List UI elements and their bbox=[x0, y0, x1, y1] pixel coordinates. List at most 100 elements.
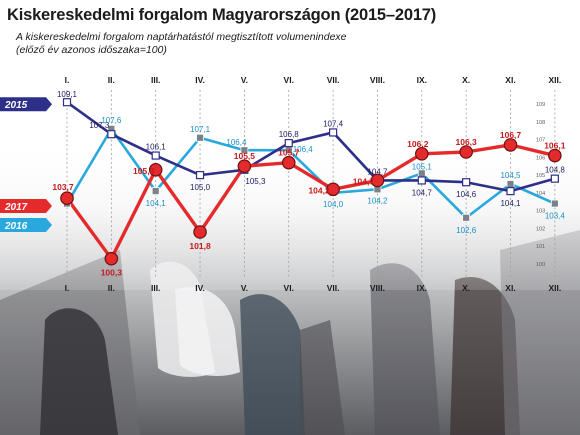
marker-2017 bbox=[281, 155, 296, 170]
series-line-2015 bbox=[66, 101, 556, 193]
data-label-2016: 107,6 bbox=[101, 116, 122, 125]
y-tick-label: 109 bbox=[536, 102, 545, 108]
data-label-2016: 104,2 bbox=[367, 196, 388, 205]
legend-item-2016: 2016 bbox=[0, 218, 52, 232]
data-label-2017: 105,7 bbox=[278, 148, 300, 158]
data-label-2016: 104,5 bbox=[500, 171, 521, 180]
x-tick-label-bottom: II. bbox=[108, 283, 115, 293]
legend-item-2017: 2017 bbox=[0, 199, 52, 213]
subtitle-line-1: A kiskereskedelmi forgalom naptárhatástó… bbox=[16, 31, 347, 43]
series-markers bbox=[60, 98, 562, 266]
series-lines bbox=[65, 101, 556, 261]
x-tick-label-top: V. bbox=[241, 75, 248, 85]
data-label-2016: 103,4 bbox=[545, 212, 566, 221]
data-label-2017: 101,8 bbox=[189, 241, 211, 251]
data-label-2015: 106,8 bbox=[279, 130, 300, 139]
series-line-2017 bbox=[65, 143, 556, 261]
x-tick-label-bottom: I. bbox=[65, 283, 70, 293]
data-label-2016: 107,1 bbox=[190, 125, 211, 134]
x-tick-label-top: XII. bbox=[548, 75, 561, 85]
data-label-2017: 105,5 bbox=[234, 151, 256, 161]
marker-2017 bbox=[503, 138, 518, 152]
x-tick-label-bottom: IX. bbox=[417, 283, 427, 293]
legend-item-2015: 2015 bbox=[0, 97, 52, 112]
marker-2015 bbox=[151, 151, 160, 160]
page-title: Kiskereskedelmi forgalom Magyarországon … bbox=[7, 6, 437, 24]
subtitle: A kiskereskedelmi forgalom naptárhatástó… bbox=[16, 31, 347, 56]
marker-2016 bbox=[462, 213, 471, 222]
data-label-2016: 102,6 bbox=[456, 226, 477, 235]
marker-2015 bbox=[284, 139, 293, 148]
y-tick-label: 103 bbox=[536, 209, 545, 215]
data-label-2017: 106,2 bbox=[407, 139, 429, 149]
x-tick-label-top: VIII. bbox=[370, 75, 385, 85]
x-tick-label-top: I. bbox=[65, 75, 70, 85]
data-label-2016: 106,4 bbox=[293, 145, 314, 154]
x-tick-label-top: VII. bbox=[327, 75, 340, 85]
marker-2015 bbox=[62, 98, 72, 107]
data-label-2016: 105,1 bbox=[412, 162, 433, 171]
x-tick-label-top: VI. bbox=[284, 75, 294, 85]
legend-tag-2015 bbox=[0, 97, 52, 112]
data-label-2015: 104,7 bbox=[367, 167, 388, 176]
data-label-2017: 104,2 bbox=[308, 185, 330, 195]
marker-2017 bbox=[326, 182, 340, 197]
x-tick-label-bottom: VIII. bbox=[370, 283, 385, 293]
data-label-2017: 105,3 bbox=[133, 166, 155, 176]
data-label-2017: 100,3 bbox=[101, 268, 123, 278]
data-label-2017: 106,3 bbox=[456, 137, 478, 147]
y-axis-ticks: 109 108 107 106 105 104 103 102 101 100 bbox=[536, 102, 545, 268]
marker-2015 bbox=[107, 130, 116, 139]
x-tick-label-top: III. bbox=[151, 75, 160, 85]
x-tick-label-top: X. bbox=[462, 75, 470, 85]
marker-2015 bbox=[506, 187, 515, 196]
data-label-2015: 107,4 bbox=[323, 119, 344, 128]
legend-tag-2017 bbox=[0, 199, 52, 213]
x-tick-label-top: II. bbox=[108, 75, 115, 85]
marker-2015 bbox=[417, 176, 426, 185]
data-label-2016: 104,0 bbox=[323, 200, 344, 209]
legend-label-2015: 2015 bbox=[4, 100, 28, 111]
marker-2017 bbox=[459, 145, 473, 159]
x-tick-label-top: XI. bbox=[505, 75, 515, 85]
data-label-2016: 106,4 bbox=[226, 138, 247, 147]
y-tick-label: 106 bbox=[536, 155, 545, 161]
street-photo-background bbox=[0, 80, 580, 435]
data-labels: 109,1 107,3 106,1 105,0 105,3 106,8 107,4 104,7… bbox=[52, 90, 565, 277]
data-label-2017: 106,7 bbox=[500, 130, 522, 140]
data-label-2015: 104,7 bbox=[412, 188, 433, 197]
series-line-2016 bbox=[65, 127, 556, 220]
x-tick-label-bottom: X. bbox=[462, 283, 470, 293]
y-tick-label: 105 bbox=[536, 173, 545, 179]
x-tick-label-top: IV. bbox=[195, 75, 205, 85]
data-label-2015: 109,1 bbox=[57, 90, 78, 99]
x-tick-label-bottom: IV. bbox=[195, 283, 205, 293]
marker-2017 bbox=[148, 162, 163, 177]
data-label-2015: 104,6 bbox=[456, 190, 477, 199]
y-tick-label: 100 bbox=[536, 262, 545, 268]
marker-2017 bbox=[60, 191, 74, 206]
legend: 2015 2017 2016 bbox=[0, 97, 52, 232]
legend-label-2016: 2016 bbox=[4, 221, 28, 232]
data-label-2015: 107,3 bbox=[89, 121, 110, 130]
marker-2015 bbox=[195, 171, 205, 180]
marker-2017 bbox=[193, 225, 207, 239]
marker-2016 bbox=[550, 199, 559, 208]
marker-2016 bbox=[196, 133, 204, 142]
marker-2015 bbox=[550, 174, 559, 183]
marker-2016 bbox=[151, 187, 160, 196]
x-tick-label-bottom: VI. bbox=[284, 283, 294, 293]
marker-2017 bbox=[414, 146, 429, 161]
y-tick-label: 102 bbox=[536, 226, 545, 232]
marker-2017 bbox=[104, 251, 119, 266]
y-tick-label: 101 bbox=[536, 244, 545, 250]
marker-2015 bbox=[329, 128, 338, 137]
data-label-2015: 106,1 bbox=[146, 143, 167, 152]
x-tick-label-bottom: III. bbox=[151, 283, 160, 293]
x-tick-label-bottom: VII. bbox=[327, 283, 340, 293]
data-label-2017: 106,1 bbox=[544, 141, 566, 151]
data-label-2015: 104,8 bbox=[545, 166, 566, 175]
marker-2017 bbox=[370, 173, 385, 188]
